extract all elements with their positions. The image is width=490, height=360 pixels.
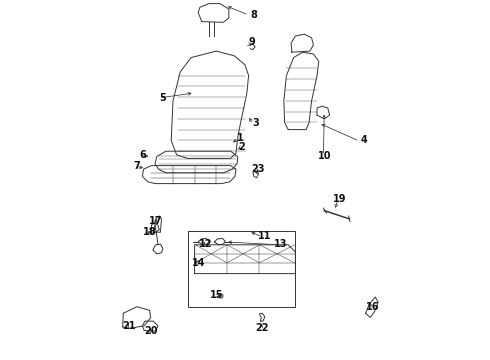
Text: 5: 5: [159, 93, 166, 103]
Text: 6: 6: [139, 150, 146, 160]
Text: 22: 22: [255, 323, 269, 333]
Text: 13: 13: [274, 239, 288, 249]
Text: 9: 9: [248, 37, 255, 47]
Text: 14: 14: [192, 258, 205, 268]
Text: 7: 7: [134, 161, 140, 171]
Text: 12: 12: [198, 239, 212, 249]
Text: 20: 20: [144, 326, 157, 336]
Text: 16: 16: [366, 302, 380, 312]
Text: 10: 10: [318, 150, 331, 161]
Text: 18: 18: [143, 227, 156, 237]
Text: 8: 8: [250, 10, 257, 20]
Text: 4: 4: [361, 135, 367, 145]
Text: 17: 17: [149, 216, 163, 226]
Text: 23: 23: [251, 164, 264, 174]
Text: 11: 11: [258, 231, 271, 241]
Text: 21: 21: [122, 321, 136, 331]
Text: 15: 15: [209, 290, 223, 300]
Text: 1: 1: [237, 132, 244, 143]
Text: 19: 19: [333, 194, 346, 204]
Bar: [188, 231, 295, 307]
Text: 2: 2: [239, 142, 245, 152]
Text: 3: 3: [252, 118, 259, 128]
